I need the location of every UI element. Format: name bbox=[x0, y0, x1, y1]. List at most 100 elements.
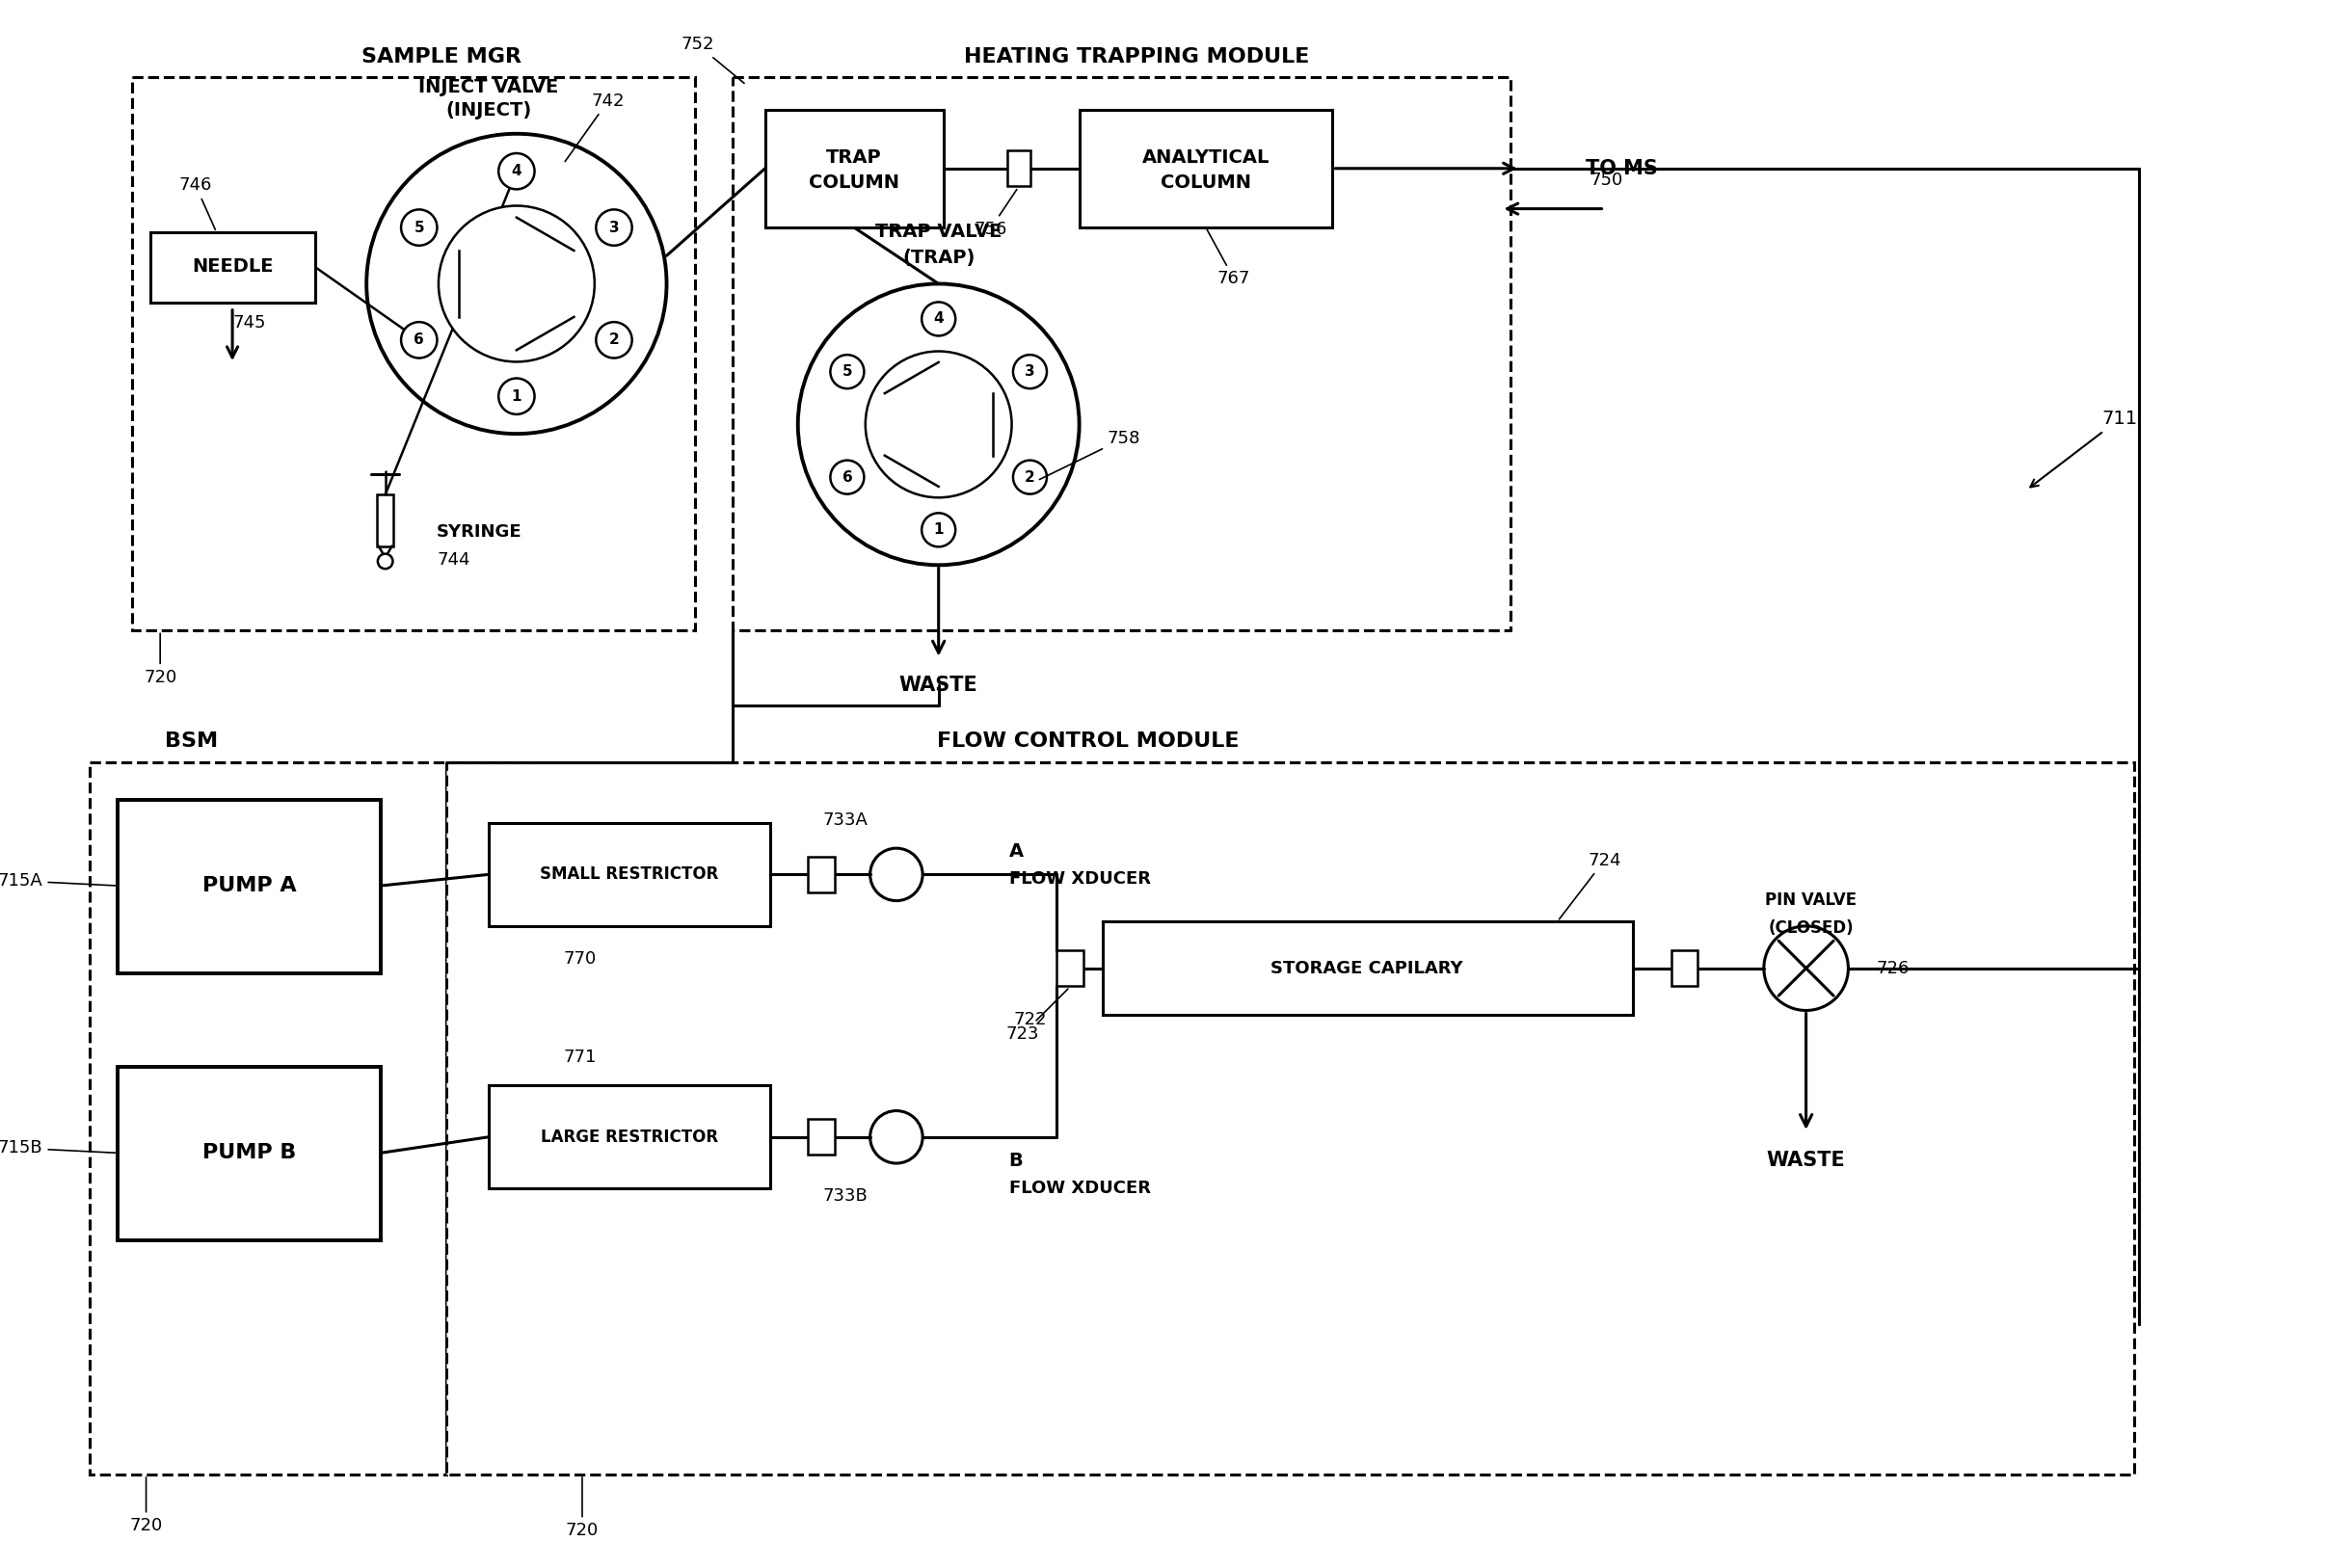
Text: COLUMN: COLUMN bbox=[1160, 174, 1251, 191]
Text: FLOW XDUCER: FLOW XDUCER bbox=[1009, 1179, 1150, 1198]
Circle shape bbox=[866, 351, 1011, 497]
Text: 723: 723 bbox=[1007, 989, 1068, 1043]
Bar bbox=[89, 762, 447, 1474]
Bar bbox=[151, 232, 315, 303]
Text: 746: 746 bbox=[179, 177, 216, 230]
Text: 771: 771 bbox=[564, 1049, 597, 1066]
Text: SMALL RESTRICTOR: SMALL RESTRICTOR bbox=[539, 866, 717, 883]
Bar bbox=[1103, 922, 1632, 1014]
Text: STORAGE CAPILARY: STORAGE CAPILARY bbox=[1270, 960, 1463, 977]
Text: (INJECT): (INJECT) bbox=[445, 102, 532, 119]
Bar bbox=[118, 1066, 381, 1240]
Circle shape bbox=[402, 210, 437, 246]
Text: WASTE: WASTE bbox=[1766, 1151, 1846, 1170]
Bar bbox=[132, 77, 694, 630]
Bar bbox=[1007, 151, 1030, 187]
Text: 5: 5 bbox=[842, 364, 851, 379]
Circle shape bbox=[402, 321, 437, 358]
Text: INJECT VALVE: INJECT VALVE bbox=[419, 78, 557, 96]
Text: (CLOSED): (CLOSED) bbox=[1769, 919, 1853, 936]
Bar bbox=[1056, 950, 1082, 986]
Text: SYRINGE: SYRINGE bbox=[437, 524, 522, 541]
Bar bbox=[1670, 950, 1698, 986]
Text: TO MS: TO MS bbox=[1585, 158, 1658, 179]
Text: A: A bbox=[1009, 842, 1023, 861]
Text: PIN VALVE: PIN VALVE bbox=[1764, 891, 1856, 908]
Text: 744: 744 bbox=[437, 552, 470, 569]
Circle shape bbox=[595, 210, 633, 246]
Text: BSM: BSM bbox=[165, 732, 219, 751]
Circle shape bbox=[499, 154, 534, 190]
Text: 4: 4 bbox=[934, 312, 943, 326]
Circle shape bbox=[1014, 461, 1047, 494]
Circle shape bbox=[1764, 927, 1849, 1010]
Text: 752: 752 bbox=[680, 36, 743, 83]
Text: HEATING TRAPPING MODULE: HEATING TRAPPING MODULE bbox=[964, 47, 1310, 66]
Text: 4: 4 bbox=[510, 165, 522, 179]
Text: 6: 6 bbox=[414, 332, 423, 347]
Text: 742: 742 bbox=[564, 93, 626, 162]
Bar bbox=[376, 495, 393, 546]
Text: TRAP VALVE: TRAP VALVE bbox=[875, 223, 1002, 241]
Text: 756: 756 bbox=[974, 190, 1016, 238]
Text: LARGE RESTRICTOR: LARGE RESTRICTOR bbox=[541, 1129, 717, 1146]
Circle shape bbox=[437, 205, 595, 362]
Bar bbox=[489, 823, 769, 927]
Text: 715A: 715A bbox=[0, 872, 115, 889]
Circle shape bbox=[870, 1110, 922, 1163]
Text: 6: 6 bbox=[842, 470, 851, 485]
Text: 1: 1 bbox=[510, 389, 522, 403]
Circle shape bbox=[595, 321, 633, 358]
Text: 3: 3 bbox=[609, 220, 619, 235]
Text: 767: 767 bbox=[1207, 230, 1251, 287]
Bar bbox=[809, 1120, 835, 1156]
Text: 733B: 733B bbox=[823, 1187, 868, 1204]
Text: 2: 2 bbox=[609, 332, 619, 347]
Text: ANALYTICAL: ANALYTICAL bbox=[1143, 147, 1270, 166]
Text: 724: 724 bbox=[1559, 851, 1621, 919]
Text: SAMPLE MGR: SAMPLE MGR bbox=[362, 47, 522, 66]
Bar bbox=[489, 1085, 769, 1189]
Text: FLOW XDUCER: FLOW XDUCER bbox=[1009, 870, 1150, 887]
Circle shape bbox=[379, 554, 393, 569]
Bar bbox=[731, 77, 1510, 630]
Text: 1: 1 bbox=[934, 522, 943, 538]
Circle shape bbox=[870, 848, 922, 900]
Bar bbox=[447, 762, 2133, 1474]
Text: 733A: 733A bbox=[823, 811, 868, 829]
Text: 770: 770 bbox=[564, 950, 597, 967]
Text: NEEDLE: NEEDLE bbox=[191, 257, 273, 276]
Circle shape bbox=[797, 284, 1080, 564]
Text: TRAP: TRAP bbox=[826, 147, 882, 166]
Text: B: B bbox=[1009, 1151, 1023, 1170]
Text: 720: 720 bbox=[129, 1477, 162, 1535]
Text: FLOW CONTROL MODULE: FLOW CONTROL MODULE bbox=[936, 732, 1240, 751]
Text: 758: 758 bbox=[1040, 430, 1141, 480]
Text: 715B: 715B bbox=[0, 1140, 115, 1157]
Text: COLUMN: COLUMN bbox=[809, 174, 898, 191]
Text: 720: 720 bbox=[143, 633, 176, 687]
Circle shape bbox=[367, 133, 666, 434]
Text: 5: 5 bbox=[414, 220, 423, 235]
Text: PUMP B: PUMP B bbox=[202, 1143, 296, 1162]
Text: WASTE: WASTE bbox=[898, 676, 978, 695]
Bar bbox=[764, 110, 943, 227]
Text: (TRAP): (TRAP) bbox=[903, 248, 974, 267]
Text: 711: 711 bbox=[2030, 409, 2138, 488]
Bar bbox=[1080, 110, 1334, 227]
Bar bbox=[118, 800, 381, 972]
Circle shape bbox=[1014, 354, 1047, 389]
Circle shape bbox=[922, 303, 955, 336]
Text: 3: 3 bbox=[1025, 364, 1035, 379]
Text: 750: 750 bbox=[1590, 172, 1623, 190]
Circle shape bbox=[830, 354, 863, 389]
Circle shape bbox=[922, 513, 955, 547]
Text: 720: 720 bbox=[567, 1477, 600, 1540]
Circle shape bbox=[499, 378, 534, 414]
Circle shape bbox=[830, 461, 863, 494]
Text: PUMP A: PUMP A bbox=[202, 877, 296, 895]
Text: 722: 722 bbox=[1014, 1011, 1047, 1029]
Text: 745: 745 bbox=[233, 315, 266, 332]
Text: 726: 726 bbox=[1877, 960, 1910, 977]
Text: 2: 2 bbox=[1025, 470, 1035, 485]
